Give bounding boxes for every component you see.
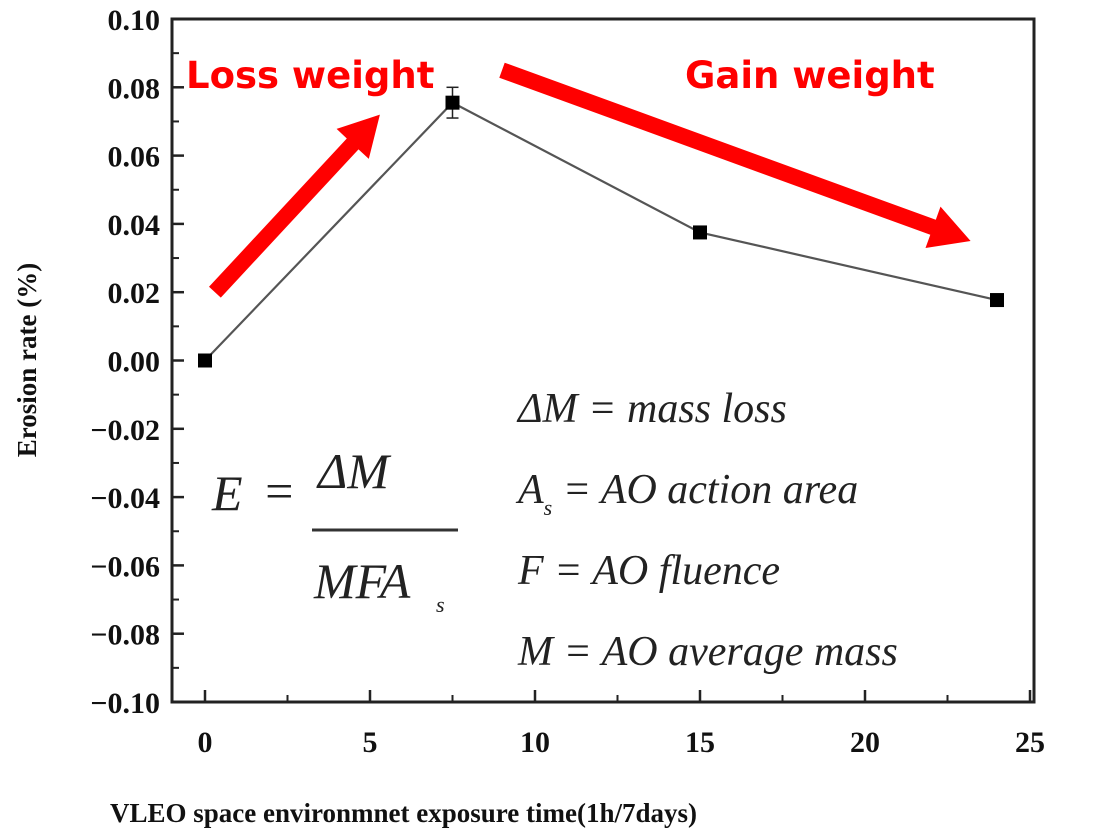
loss-weight-label: Loss weight	[186, 54, 434, 97]
formula-numerator: ΔM	[316, 443, 391, 499]
definition-m: M = AO average mass	[517, 629, 898, 675]
gain-weight-label: Gain weight	[685, 54, 935, 97]
x-tick-label: 20	[850, 726, 880, 759]
definitions: ΔM = mass loss As = AO action area F = A…	[515, 386, 898, 675]
annotations-layer	[209, 62, 971, 298]
series-line	[204, 101, 998, 362]
data-point	[445, 95, 460, 110]
x-tick-label: 0	[198, 726, 213, 759]
y-tick-label: 0.10	[108, 4, 161, 37]
y-axis-title: Erosion rate (%)	[12, 263, 42, 457]
series-layer	[198, 86, 1004, 368]
definition-as: As = AO action area	[515, 467, 858, 520]
data-point	[990, 293, 1004, 308]
x-tick-label: 15	[685, 726, 715, 759]
definition-delta-m: ΔM = mass loss	[516, 386, 787, 432]
x-tick-label: 25	[1015, 726, 1045, 759]
data-point	[693, 225, 707, 240]
erosion-formula: E = ΔM MFA s	[211, 443, 458, 617]
loss-weight-arrow	[209, 114, 380, 298]
x-tick-label: 5	[363, 726, 378, 759]
definition-f: F = AO fluence	[517, 548, 780, 594]
formula-lhs: E	[211, 465, 243, 521]
y-tick-label: −0.04	[90, 482, 160, 515]
data-point	[198, 353, 212, 368]
formula-denominator: MFA	[313, 553, 411, 609]
y-tick-label: −0.06	[90, 550, 160, 583]
y-tick-label: 0.04	[108, 209, 161, 242]
formula-equals: =	[262, 463, 296, 519]
axes	[170, 17, 1036, 704]
x-tick-label: 10	[520, 726, 550, 759]
y-tick-label: −0.08	[90, 619, 160, 652]
plot-frame	[170, 17, 1036, 704]
y-tick-label: −0.10	[90, 687, 160, 720]
gain-weight-arrow	[499, 62, 971, 249]
ticks: 0.10 0.08 0.06 0.04 0.02 0.00 −0.02 −0.04 −0.06 −…	[90, 4, 1045, 759]
y-tick-label: 0.08	[108, 72, 161, 105]
y-tick-label: 0.00	[108, 346, 161, 379]
x-axis-title: VLEO space environmnet exposure time(1h/…	[110, 798, 697, 828]
y-tick-label: 0.02	[108, 277, 161, 310]
y-tick-label: −0.02	[90, 414, 160, 447]
y-tick-label: 0.06	[108, 141, 161, 174]
formula-denominator-subscript: s	[436, 592, 445, 617]
